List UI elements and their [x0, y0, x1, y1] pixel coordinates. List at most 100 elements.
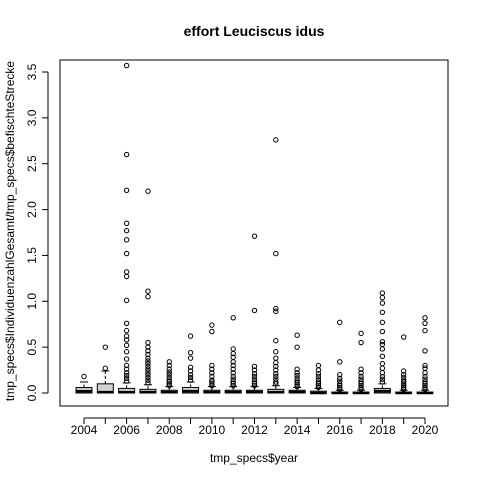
outlier-point — [145, 363, 151, 370]
outlier-point — [81, 373, 87, 380]
chart-title: effort Leuciscus idus — [184, 23, 325, 39]
outlier-point — [123, 220, 130, 227]
outlier-point — [422, 382, 428, 389]
outlier-point — [123, 237, 130, 243]
outlier-point — [422, 315, 428, 321]
outlier-point — [230, 346, 236, 352]
outlier-point — [209, 379, 215, 385]
outlier-point — [145, 188, 151, 194]
box-2014 — [288, 332, 306, 394]
outlier-point — [400, 334, 407, 340]
outlier-point — [358, 376, 364, 382]
outlier-point — [273, 305, 279, 312]
outlier-point — [230, 315, 236, 321]
outlier-point — [358, 384, 364, 391]
outlier-point — [145, 358, 151, 364]
x-tick-label: 2018 — [369, 423, 396, 437]
y-axis: 0.0 0.5 1.0 1.5 2.0 2.5 3.0 3.5 — [25, 63, 49, 401]
outlier-point — [166, 369, 172, 375]
outlier-point — [187, 364, 194, 371]
outlier-point — [230, 376, 236, 382]
outlier-point — [379, 346, 386, 352]
outlier-point — [294, 375, 300, 382]
outlier-point — [358, 386, 364, 393]
outlier-point — [145, 366, 151, 372]
outlier-point — [379, 365, 386, 371]
outlier-point — [251, 376, 258, 382]
x-axis-label: tmp_specs$year — [210, 451, 298, 465]
outlier-point — [123, 273, 130, 280]
outlier-point — [337, 381, 343, 387]
outlier-point — [294, 370, 300, 376]
outlier-point — [294, 366, 300, 372]
outlier-point — [379, 360, 386, 367]
box-2009 — [182, 333, 200, 394]
y-tick-label: 2.5 — [25, 155, 39, 172]
outlier-point — [145, 348, 151, 354]
outlier-point — [187, 349, 194, 356]
outlier-point — [123, 356, 130, 362]
outlier-point — [251, 233, 258, 239]
outlier-point — [123, 362, 130, 369]
outlier-point — [209, 370, 215, 376]
outlier-point — [379, 379, 386, 385]
outlier-point — [166, 366, 172, 372]
y-tick-label: 0.0 — [25, 384, 39, 401]
y-axis-label: tmp_specs$IndividuenzahlGesamt/tmp_specs… — [3, 61, 17, 402]
outlier-point — [187, 333, 194, 339]
outlier-point — [379, 300, 386, 306]
outlier-point — [422, 327, 428, 334]
outlier-point — [145, 369, 151, 375]
outlier-point — [337, 375, 343, 382]
outlier-point — [400, 386, 407, 393]
box-2008 — [160, 359, 178, 394]
outlier-point — [337, 319, 343, 326]
outlier-point — [123, 349, 130, 355]
outlier-point — [251, 307, 258, 314]
outlier-point — [102, 344, 109, 350]
outlier-point — [145, 371, 151, 378]
outlier-point — [187, 368, 194, 374]
outlier-point — [422, 376, 428, 382]
box-2013 — [267, 137, 285, 394]
y-tick-label: 2.0 — [25, 201, 39, 218]
outlier-point — [358, 339, 364, 346]
outlier-point — [251, 373, 258, 380]
outlier-point — [273, 376, 279, 382]
outlier-point — [379, 290, 386, 296]
box-2011 — [224, 315, 242, 394]
outlier-point — [422, 379, 428, 385]
outlier-point — [315, 376, 322, 382]
outlier-point — [123, 333, 130, 339]
outlier-point — [251, 367, 258, 373]
outlier-point — [294, 378, 300, 384]
outlier-point — [273, 137, 279, 143]
outlier-point — [379, 338, 386, 345]
x-tick-label: 2004 — [71, 423, 98, 437]
outlier-point — [166, 359, 172, 365]
outlier-point — [315, 382, 322, 389]
outlier-point — [145, 288, 151, 294]
outlier-point — [209, 322, 215, 328]
y-tick-label: 3.5 — [25, 63, 39, 80]
y-tick-label: 1.5 — [25, 247, 39, 264]
outlier-point — [358, 370, 364, 376]
outlier-point — [422, 362, 428, 369]
outlier-point — [145, 360, 151, 367]
box-2010 — [203, 322, 221, 394]
outlier-point — [422, 320, 428, 326]
outlier-point — [123, 375, 130, 382]
outlier-point — [145, 351, 151, 358]
x-tick-label: 2016 — [326, 423, 353, 437]
outlier-point — [209, 366, 215, 372]
outlier-point — [294, 332, 300, 338]
outlier-point — [422, 365, 428, 371]
outlier-point — [379, 353, 386, 360]
outlier-point — [230, 373, 236, 380]
outlier-point — [294, 344, 300, 350]
outlier-point — [379, 373, 386, 380]
outlier-point — [209, 373, 215, 380]
outlier-point — [123, 227, 130, 234]
outlier-point — [230, 382, 236, 389]
outlier-point — [358, 379, 364, 385]
